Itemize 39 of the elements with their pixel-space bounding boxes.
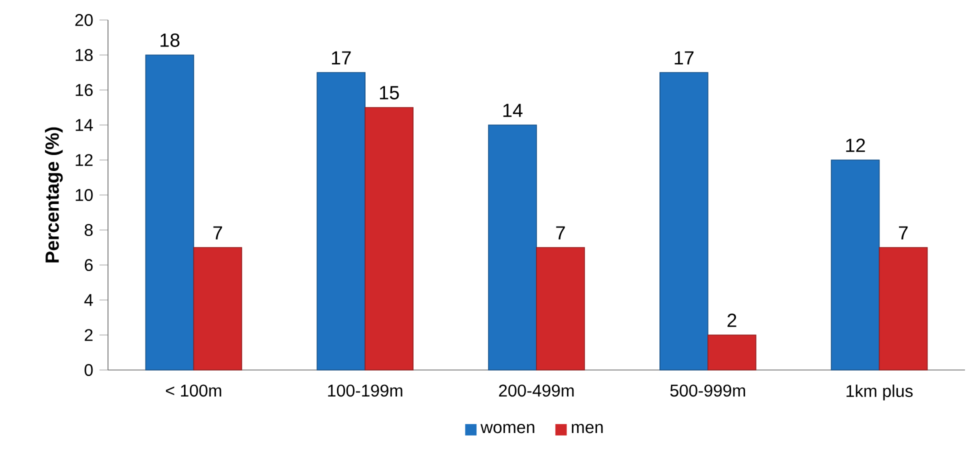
bar [316, 72, 366, 370]
y-tick-label: 4 [84, 294, 93, 306]
bar [830, 160, 880, 370]
legend-label: women [480, 424, 534, 434]
y-tick-label: 12 [76, 154, 93, 166]
x-tick-label: 500-999m [670, 384, 746, 397]
bar [145, 54, 194, 370]
y-tick-label: 14 [76, 119, 93, 131]
data-label: 7 [213, 226, 222, 240]
x-tick-label: 100-199m [328, 384, 402, 397]
data-label: 14 [503, 104, 522, 117]
data-label: 7 [556, 226, 565, 240]
y-tick-label: 2 [84, 329, 93, 341]
x-tick-label: 1km plus [846, 384, 913, 400]
y-tick-label: 18 [76, 49, 93, 62]
bar [488, 124, 537, 370]
x-tick-label: 200-499m [499, 384, 574, 397]
y-tick-label: 0 [84, 364, 93, 376]
data-label: 7 [898, 226, 908, 240]
y-tick-label: 8 [84, 224, 93, 236]
bar [364, 107, 414, 370]
data-label: 12 [846, 138, 865, 152]
bar [193, 247, 242, 370]
data-label: 18 [160, 33, 180, 47]
y-tick-label: 16 [76, 84, 93, 96]
x-tick-label: < 100m [166, 384, 222, 397]
bar [536, 247, 585, 370]
data-label: 17 [332, 51, 351, 64]
data-label: 15 [380, 86, 399, 100]
bar [707, 334, 756, 370]
y-axis-title: Percentage (%) [44, 127, 63, 262]
y-tick-label: 6 [84, 259, 93, 272]
data-label: 17 [674, 51, 694, 64]
data-label: 2 [728, 314, 736, 327]
bar [878, 247, 928, 370]
bar [659, 72, 708, 370]
y-tick-label: 10 [76, 188, 93, 202]
legend-label: men [572, 424, 603, 434]
y-tick-label: 20 [75, 14, 93, 26]
